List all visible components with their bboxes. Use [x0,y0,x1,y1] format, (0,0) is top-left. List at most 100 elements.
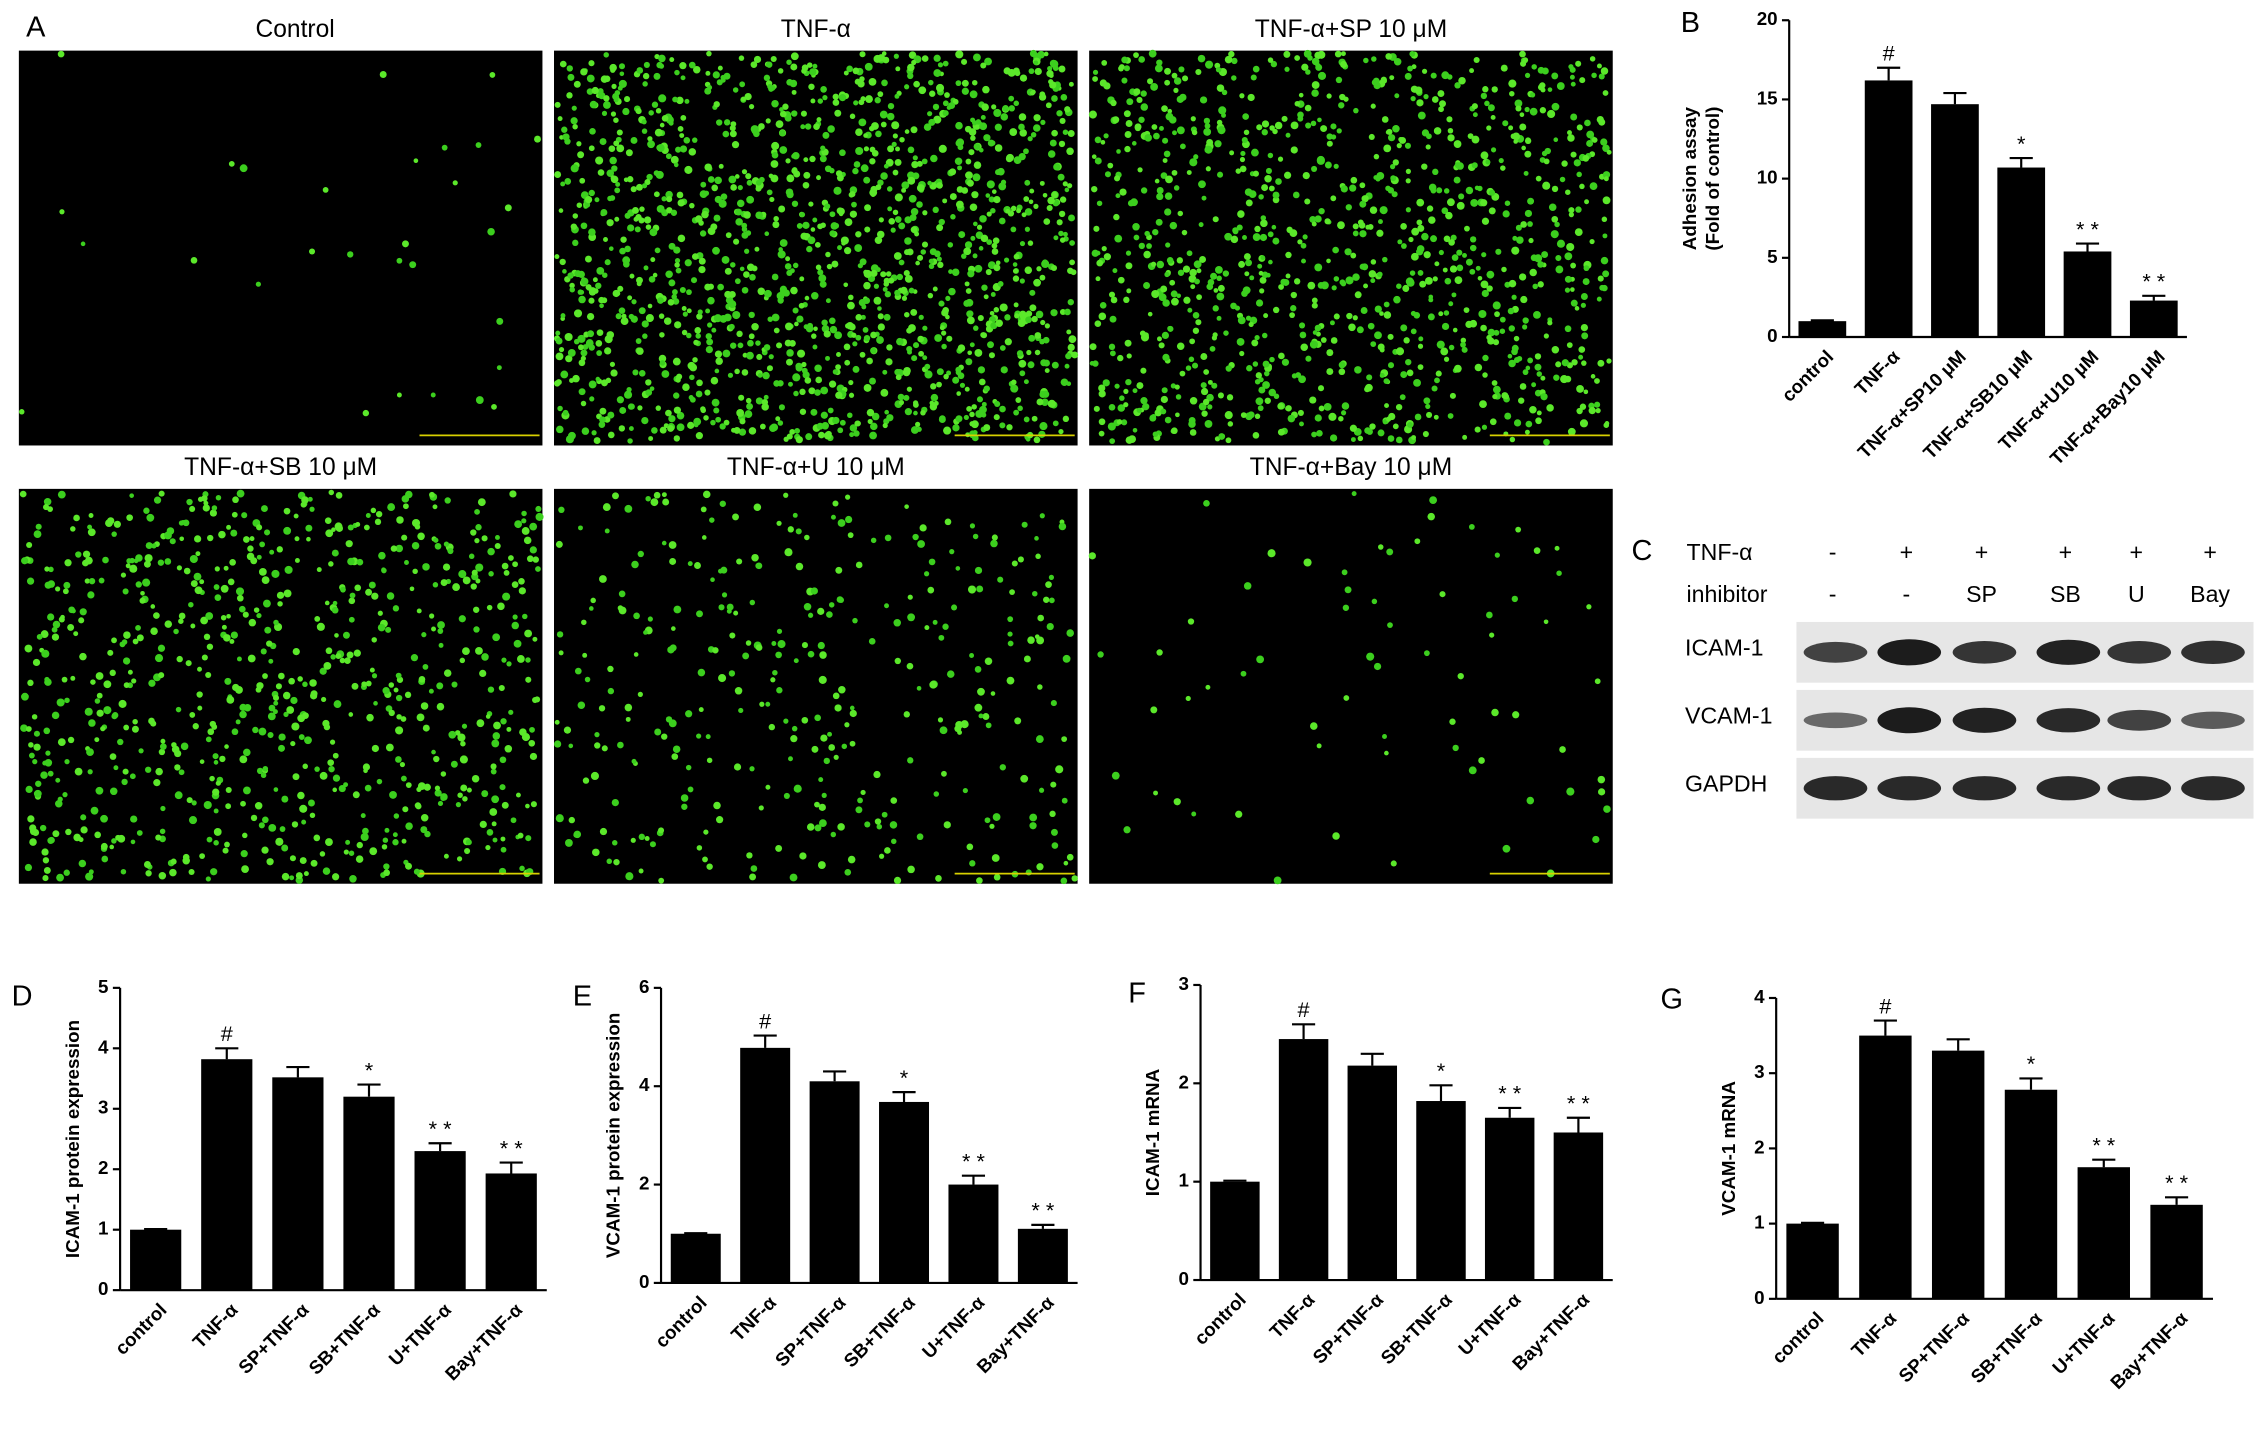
cell [225,803,232,810]
x-tick-label: U+TNF-α [2048,1307,2119,1378]
cell [741,169,748,175]
cell [1192,327,1200,334]
cell [260,772,267,778]
cell [853,161,861,168]
cell [884,847,891,854]
cell [928,258,934,264]
significance-mark: * * [2142,269,2165,294]
cell [977,366,986,374]
cell [43,866,51,874]
cell [436,702,445,711]
cell [1182,265,1191,273]
cell [500,836,506,842]
bar [130,1229,182,1291]
cell [363,768,368,774]
cell [1160,395,1168,404]
cell [651,101,659,108]
cell [624,504,633,513]
cell [169,538,176,545]
cell [243,703,252,712]
cell [1067,343,1075,352]
cell [932,103,940,111]
cell [51,626,58,633]
cell [239,164,248,173]
cell [880,271,887,278]
error-bar [428,1142,452,1152]
cell [658,877,665,884]
x-tick-label: TNF-α [1265,1289,1319,1343]
x-tick-label: U+TNF-α [918,1291,989,1362]
cell [1247,93,1255,102]
cell [1602,233,1608,239]
cell [555,540,563,548]
cell [1059,308,1067,316]
cell [404,560,409,565]
cell [1513,419,1522,427]
cell [1243,129,1250,136]
cell [667,646,675,654]
cell [870,347,877,354]
cell [1597,359,1605,367]
cell [1201,195,1207,201]
cell [1027,136,1033,142]
cell [1277,402,1284,410]
cell [651,427,658,434]
cell [1410,328,1417,335]
cell [1451,254,1459,261]
cell [1311,81,1320,89]
cell [344,657,351,665]
cell [489,72,496,78]
cell [792,373,801,382]
cell [849,424,858,432]
cell [1171,72,1178,79]
cell [400,775,407,782]
cell [281,872,290,881]
cell [725,232,732,239]
cell [656,144,665,152]
cell [810,227,816,232]
row-cell: + [2203,539,2217,565]
cell [959,382,966,388]
cell [87,528,96,537]
cell [591,86,599,95]
cell [503,570,510,576]
cell [961,58,968,65]
cell [741,222,748,229]
cell [1016,350,1024,357]
cell [671,626,676,631]
cell [791,89,797,95]
cell [608,246,614,251]
cell [1056,110,1063,117]
cell [1019,129,1027,137]
cell [73,631,79,637]
cell [387,744,393,750]
cell [199,579,205,585]
cell [803,602,812,611]
cell [830,514,836,520]
cell [786,174,795,183]
cell [679,145,688,153]
cell [983,294,989,300]
cell [599,303,604,309]
cell [157,559,165,566]
cell [491,795,500,804]
cell [1217,126,1226,135]
cell [785,158,791,164]
cell [1163,150,1171,158]
cell [395,672,402,679]
cell [36,633,43,640]
cell [811,745,819,753]
panel-label: B [1681,7,1700,39]
cell [927,292,934,299]
cell [1304,198,1311,205]
cell [1414,538,1421,545]
cell [672,745,681,753]
cell [832,369,839,375]
cell [1161,105,1168,112]
x-tick-label: control [111,1299,171,1359]
cell [716,816,724,824]
cell [1454,82,1461,89]
cell [946,670,955,678]
cell [937,261,944,269]
cell [749,766,755,772]
